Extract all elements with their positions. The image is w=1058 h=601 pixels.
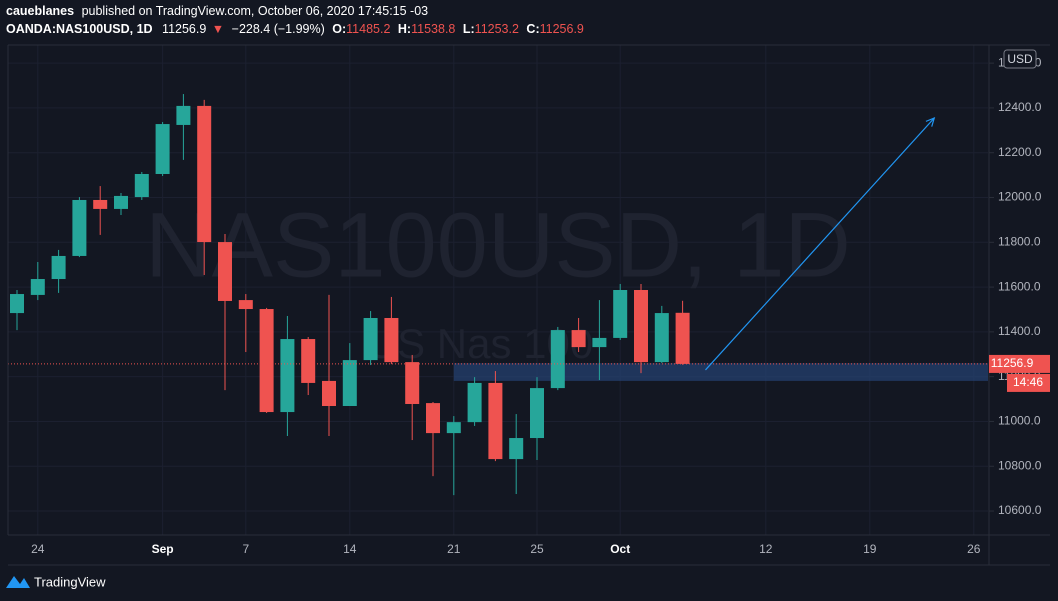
publisher: caueblanes	[6, 4, 74, 18]
ohlc-value: 11485.2	[346, 22, 390, 36]
ohlc-label: H:	[398, 22, 411, 36]
candle-body	[634, 290, 648, 363]
candle-body	[384, 317, 399, 363]
candle-body	[176, 105, 191, 125]
y-tick-label: 10800.0	[998, 458, 1042, 472]
watermark: NAS100USD, 1D	[145, 194, 851, 296]
y-tick-label: 12200.0	[998, 145, 1042, 159]
currency: USD	[1007, 52, 1033, 66]
last-price: 11256.9	[162, 22, 206, 36]
footer-logo: TradingView	[6, 574, 106, 589]
candle-body	[446, 422, 461, 434]
countdown: 14:46	[1013, 375, 1043, 389]
trend-arrow	[705, 117, 935, 371]
candle-body	[93, 199, 108, 209]
x-tick-label: 24	[31, 542, 45, 556]
x-tick-label: 7	[242, 542, 249, 556]
y-tick-label: 11800.0	[998, 234, 1041, 248]
candle-body	[72, 199, 87, 256]
candle-body	[51, 255, 66, 280]
y-tick-label: 12000.0	[998, 190, 1042, 204]
candle-body	[363, 317, 378, 361]
x-tick-label: 26	[967, 542, 981, 556]
x-tick-label: 21	[447, 542, 461, 556]
y-tick-label: 11000.0	[998, 414, 1041, 428]
ohlc-value: 11253.2	[475, 22, 519, 36]
candle-body	[238, 300, 253, 310]
candle-body	[509, 438, 524, 460]
candle-body	[134, 173, 149, 198]
brand: TradingView	[34, 574, 106, 589]
x-tick-label: 14	[343, 542, 357, 556]
y-tick-label: 11600.0	[998, 279, 1041, 293]
candle-body	[155, 124, 170, 174]
candle-body	[467, 382, 482, 423]
x-tick-label: Oct	[610, 542, 630, 556]
x-tick-label: 25	[530, 542, 544, 556]
header-line: caueblanes published on TradingView.com,…	[6, 4, 428, 18]
candle-body	[675, 312, 690, 364]
candle-body	[613, 290, 628, 338]
last-price-box	[989, 354, 1050, 373]
x-tick-label: Sep	[152, 542, 174, 556]
last-price-label: 11256.9	[991, 356, 1034, 370]
ohlc-value: 11256.9	[540, 22, 584, 36]
arrow-head	[925, 116, 936, 127]
currency-badge	[1003, 49, 1037, 69]
candle-body	[342, 360, 357, 407]
candle-body	[571, 330, 586, 348]
candle-body	[405, 362, 420, 404]
candle-body	[280, 339, 295, 413]
candle-body	[30, 279, 45, 295]
candle-body	[550, 330, 565, 389]
symbol-line: OANDA:NAS100USD, 1D 11256.9 ▼ −228.4 (−1…	[6, 22, 584, 36]
candle-body	[114, 195, 128, 209]
logo-icon	[6, 576, 30, 588]
ohlc-value: 11538.8	[411, 22, 455, 36]
candle-body	[426, 403, 440, 434]
y-tick-label: 12400.0	[998, 100, 1042, 114]
x-tick-label: 19	[863, 542, 877, 556]
y-tick-label: 11400.0	[998, 324, 1041, 338]
candle-body	[301, 339, 316, 383]
ohlc-label: O:	[332, 22, 346, 36]
y-tick-label: 10600.0	[998, 503, 1042, 517]
candle-body	[259, 309, 274, 413]
x-tick-label: 12	[759, 542, 773, 556]
axes: 10600.010800.011000.011200.011400.011600…	[31, 55, 1050, 556]
change: −228.4 (−1.99%)	[232, 22, 325, 36]
candle-body	[592, 337, 607, 348]
ohlc-label: L:	[463, 22, 475, 36]
candle-body	[322, 380, 336, 407]
candle-body	[488, 382, 503, 460]
candle-body	[218, 242, 232, 301]
candle-body	[654, 313, 669, 363]
candle-body	[530, 388, 544, 439]
candle-body	[197, 105, 212, 243]
candle-body	[10, 294, 24, 314]
countdown-box	[1007, 373, 1050, 392]
change-arrow: ▼	[212, 22, 224, 36]
ohlc-label: C:	[526, 22, 539, 36]
published: published on TradingView.com, October 06…	[82, 4, 429, 18]
symbol: OANDA:NAS100USD, 1D	[6, 22, 153, 36]
zone	[453, 363, 988, 381]
